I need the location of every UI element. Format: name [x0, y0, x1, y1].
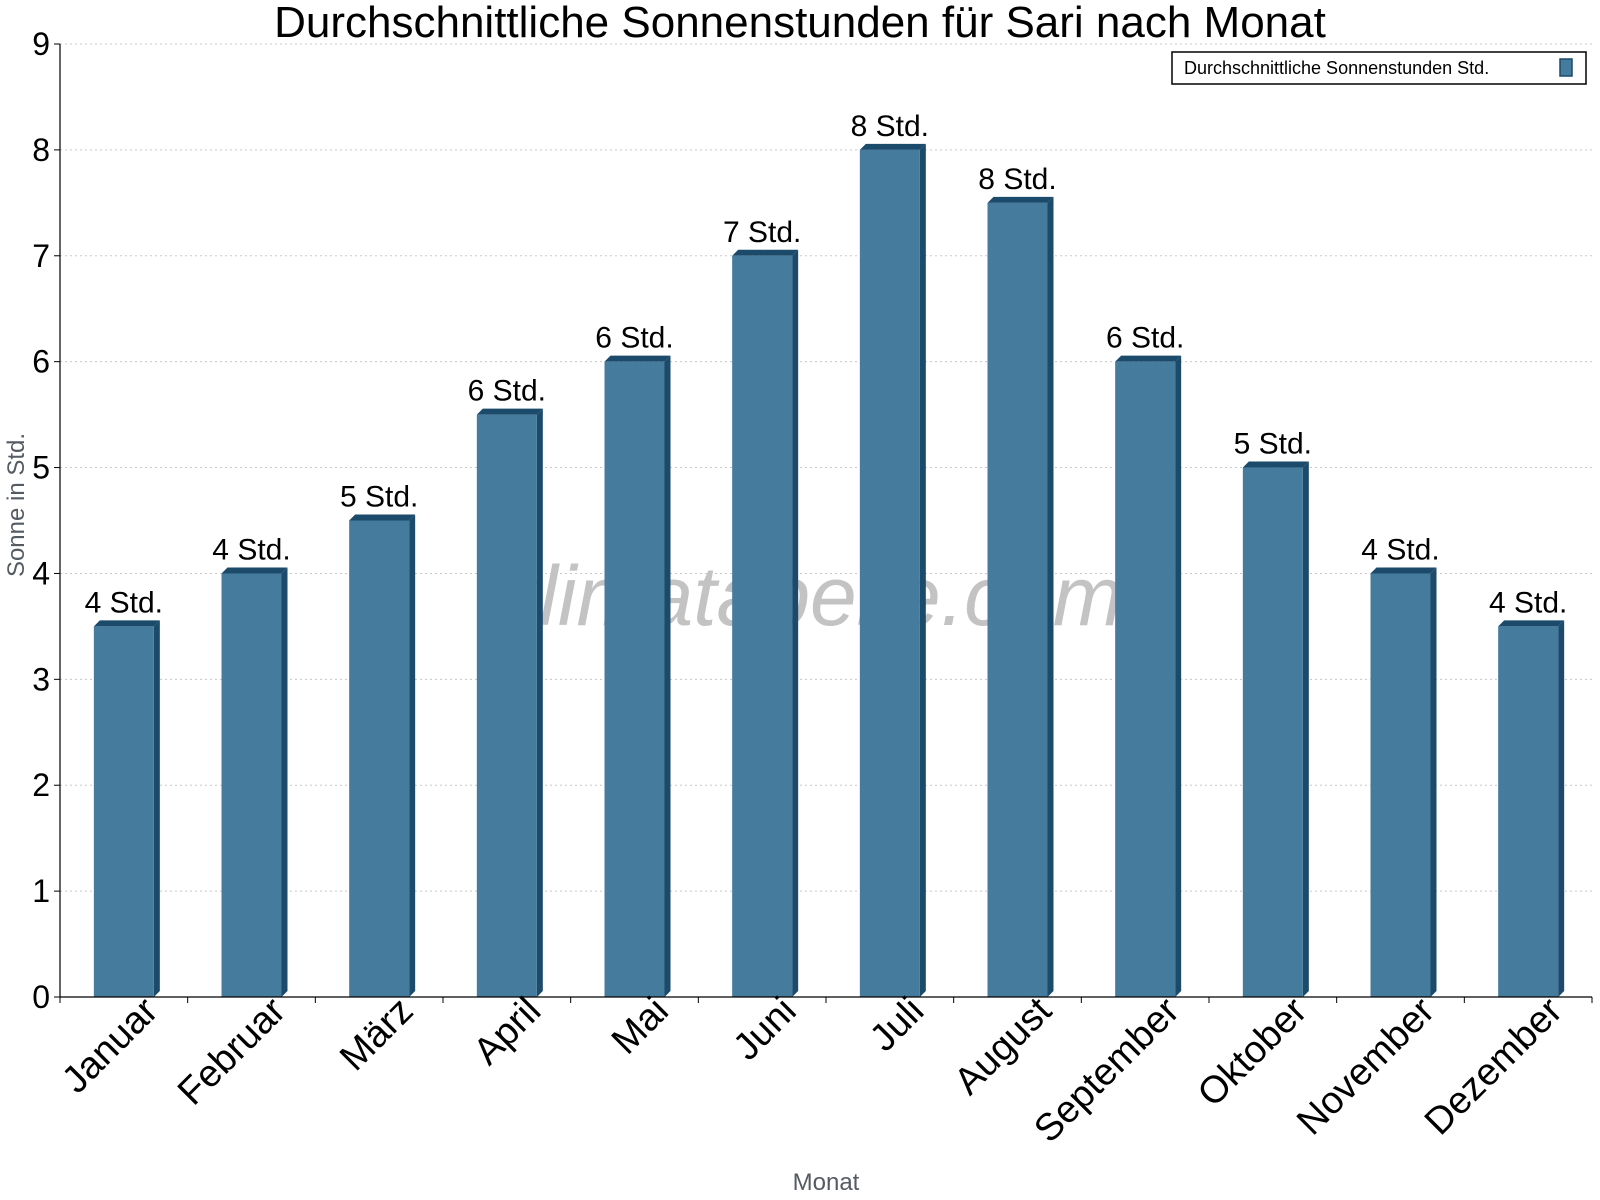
bar-side — [281, 567, 288, 997]
y-tick-label: 3 — [32, 661, 50, 697]
bar-value-label: 6 Std. — [1106, 322, 1184, 355]
x-tick-label: Oktober — [1190, 989, 1316, 1115]
x-tick-label: Mai — [604, 990, 677, 1063]
legend-label: Durchschnittliche Sonnenstunden Std. — [1184, 58, 1489, 78]
y-tick-label: 8 — [32, 132, 50, 168]
legend-box — [1171, 51, 1587, 85]
bar-top — [732, 249, 799, 256]
bar-group: 5 Std. — [340, 481, 418, 997]
y-tick-label: 6 — [32, 344, 50, 380]
bar-top — [1498, 620, 1565, 627]
bar — [476, 414, 537, 998]
x-tick-label: Juni — [726, 990, 805, 1069]
bar-side — [1047, 196, 1054, 998]
y-tick-label: 4 — [32, 555, 50, 591]
bar-group: 4 Std. — [85, 586, 163, 997]
bar-side — [1302, 461, 1309, 997]
bar-side — [536, 408, 543, 998]
bar-group: 4 Std. — [212, 533, 291, 997]
y-tick-label: 5 — [32, 450, 50, 486]
bar-value-label: 5 Std. — [1234, 428, 1312, 461]
bar-side — [1175, 355, 1182, 998]
legend-swatch — [1559, 58, 1573, 77]
bar-group: 4 Std. — [1361, 533, 1440, 997]
x-tick-label: November — [1289, 989, 1443, 1143]
bar-side — [409, 514, 416, 997]
x-tick-label: August — [947, 989, 1061, 1103]
bar-top — [476, 408, 543, 415]
bar-value-label: 7 Std. — [723, 216, 801, 249]
bar-value-label: 4 Std. — [1361, 533, 1439, 566]
bar — [732, 255, 793, 997]
bar-group: 8 Std. — [851, 110, 929, 997]
bar-top — [1115, 355, 1182, 362]
bars: 4 Std. 4 Std. 5 Std. 6 Std. 6 Std. 7 Std. 8 St… — [85, 110, 1567, 998]
bar-value-label: 6 Std. — [595, 322, 673, 355]
bar — [93, 626, 154, 997]
bar-side — [792, 249, 799, 997]
x-tick-label: Februar — [170, 989, 294, 1113]
bar-top — [1370, 567, 1437, 574]
bar-top — [221, 567, 288, 574]
bar-top — [1242, 461, 1309, 468]
y-axis-title: Sonne in Std. — [3, 433, 30, 577]
bar-top — [859, 143, 926, 150]
legend: Durchschnittliche Sonnenstunden Std. — [1171, 51, 1587, 85]
x-tick-label: Dezember — [1417, 989, 1571, 1143]
bar-side — [664, 355, 671, 998]
bar-top — [987, 196, 1054, 203]
bar-group: 7 Std. — [723, 216, 801, 997]
x-tick-label: April — [466, 990, 549, 1073]
bar-value-label: 8 Std. — [851, 110, 929, 143]
x-tick-label: Januar — [54, 989, 166, 1101]
bar-side — [1430, 567, 1437, 997]
grid — [60, 43, 1592, 892]
bar-top — [604, 355, 671, 362]
bar — [1242, 467, 1303, 997]
bar — [349, 520, 410, 997]
bar — [1370, 573, 1431, 997]
bar-value-label: 5 Std. — [340, 481, 418, 514]
bar-group: 6 Std. — [468, 375, 546, 998]
bar-top — [349, 514, 416, 521]
bar-value-label: 6 Std. — [468, 375, 546, 408]
bar-group: 6 Std. — [595, 322, 674, 998]
bar-group: 4 Std. — [1489, 586, 1567, 997]
bar — [221, 573, 282, 997]
bar-side — [919, 143, 926, 997]
y-tick-label: 0 — [32, 979, 50, 1015]
y-tick-label: 1 — [32, 873, 50, 909]
y-tick-label: 2 — [32, 767, 50, 803]
bar-group: 8 Std. — [978, 163, 1057, 998]
bar-top — [93, 620, 160, 627]
bar — [1498, 626, 1559, 997]
y-tick-label: 9 — [32, 26, 50, 62]
bar-group: 6 Std. — [1106, 322, 1184, 998]
x-tick-label: März — [332, 990, 421, 1079]
bar-value-label: 4 Std. — [1489, 586, 1567, 619]
chart-title: Durchschnittliche Sonnenstunden für Sari… — [274, 0, 1326, 47]
bar-value-label: 4 Std. — [85, 586, 163, 619]
bar-group: 5 Std. — [1234, 428, 1312, 997]
y-tick-label: 7 — [32, 238, 50, 274]
bar-value-label: 8 Std. — [978, 163, 1056, 196]
bar — [859, 149, 920, 997]
bar-value-label: 4 Std. — [212, 533, 290, 566]
bar — [604, 361, 665, 998]
bar-side — [153, 620, 160, 997]
x-axis-title: Monat — [793, 1169, 860, 1196]
bar-side — [1558, 620, 1565, 997]
bar — [987, 202, 1048, 998]
bar — [1115, 361, 1176, 998]
x-tick-label: Juli — [862, 990, 932, 1060]
